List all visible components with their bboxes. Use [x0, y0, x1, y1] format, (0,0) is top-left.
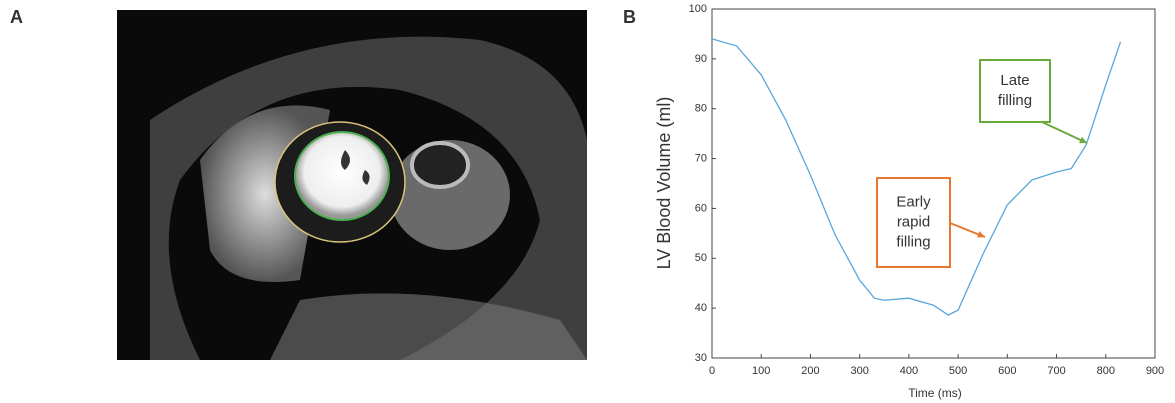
x-tick-label: 900	[1146, 365, 1164, 377]
x-tick-label: 100	[752, 365, 770, 377]
y-tick-label: 50	[695, 252, 707, 264]
data-line	[711, 38, 1122, 316]
x-tick-label: 700	[1047, 365, 1065, 377]
y-tick-label: 90	[695, 53, 707, 65]
y-axis-label: LV Blood Volume (ml)	[654, 97, 674, 270]
y-tick-label: 80	[695, 103, 707, 115]
panel-label: B	[623, 7, 636, 27]
arrow-head	[1079, 136, 1087, 144]
x-tick-label: 300	[850, 365, 868, 377]
x-tick-label: 400	[900, 365, 918, 377]
y-tick-label: 30	[695, 352, 707, 364]
arrow-head	[977, 231, 985, 238]
panel-label: A	[10, 7, 23, 27]
x-tick-label: 500	[949, 365, 967, 377]
annotation-box	[979, 59, 1051, 123]
plot-frame	[711, 8, 1156, 359]
annotation-box	[876, 177, 951, 268]
y-tick-label: 40	[695, 302, 707, 314]
annotation-text: Early	[896, 193, 931, 210]
annotation-text: filling	[896, 233, 930, 250]
x-tick-label: 600	[998, 365, 1016, 377]
y-tick-label: 70	[695, 152, 707, 164]
x-tick-label: 0	[709, 365, 715, 377]
annotation-text: rapid	[897, 213, 930, 230]
x-axis-label: Time (ms)	[908, 386, 962, 400]
mri-image	[117, 10, 587, 360]
y-tick-label: 60	[695, 202, 707, 214]
annotation-text: Late	[1000, 72, 1029, 89]
annotation-text: filling	[998, 92, 1032, 109]
y-tick-label: 100	[689, 3, 707, 15]
x-tick-label: 800	[1097, 365, 1115, 377]
annotation-arrow	[1041, 121, 1088, 144]
x-tick-label: 200	[801, 365, 819, 377]
